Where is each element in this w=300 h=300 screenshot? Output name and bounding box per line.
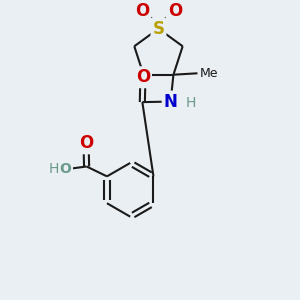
Text: H: H: [185, 96, 196, 110]
Text: S: S: [152, 20, 164, 38]
Text: N: N: [164, 93, 178, 111]
Text: O: O: [136, 68, 150, 86]
Text: H: H: [48, 162, 59, 176]
Text: O: O: [168, 2, 182, 20]
Text: O: O: [135, 2, 149, 20]
Text: Me: Me: [200, 67, 218, 80]
Text: O: O: [59, 162, 71, 176]
Text: O: O: [79, 134, 93, 152]
